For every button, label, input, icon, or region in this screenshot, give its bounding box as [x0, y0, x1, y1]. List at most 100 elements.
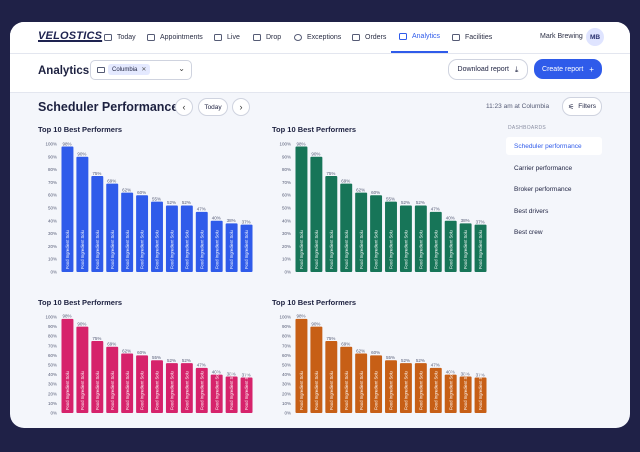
bar[interactable]: [370, 355, 383, 413]
bar[interactable]: [370, 195, 383, 272]
next-day-button[interactable]: ›: [232, 98, 250, 116]
bar[interactable]: [399, 363, 412, 413]
bar[interactable]: [180, 205, 193, 272]
bar[interactable]: [444, 220, 457, 272]
y-tick-label: 60%: [48, 193, 57, 198]
nav-item-exceptions[interactable]: Exceptions: [294, 22, 341, 53]
bar-category-label: Food Ingredient Solu: [299, 229, 304, 269]
avatar[interactable]: MB: [586, 28, 604, 46]
bar[interactable]: [195, 211, 208, 272]
bar-value-label: 55%: [386, 196, 395, 201]
bar[interactable]: [136, 355, 149, 413]
create-report-label: Create report: [542, 65, 584, 73]
bar[interactable]: [295, 318, 308, 413]
y-tick-label: 100%: [45, 315, 57, 320]
bar[interactable]: [151, 201, 163, 272]
dashboard-item-best-drivers[interactable]: Best drivers: [514, 207, 549, 215]
filters-button[interactable]: ⚟ Filters: [562, 97, 602, 116]
bar[interactable]: [310, 156, 323, 272]
velostics-logo[interactable]: VELOSTICS: [38, 30, 103, 42]
bar[interactable]: [355, 353, 368, 413]
bar[interactable]: [385, 201, 397, 272]
bar[interactable]: [340, 346, 353, 413]
bar[interactable]: [151, 360, 163, 413]
bar[interactable]: [429, 211, 442, 272]
bar[interactable]: [474, 224, 487, 272]
nav-item-appointments[interactable]: Appointments: [147, 22, 203, 53]
bar-category-label: Food Ingredient Solu: [314, 229, 319, 269]
bar[interactable]: [61, 146, 74, 272]
bar-value-label: 69%: [107, 342, 116, 347]
bar-category-label: Food Ingredient Solu: [214, 370, 219, 410]
bar[interactable]: [121, 353, 134, 413]
bar[interactable]: [399, 205, 412, 272]
bar-value-label: 47%: [431, 363, 440, 368]
bar[interactable]: [310, 326, 323, 413]
nav-item-live[interactable]: Live: [214, 22, 240, 53]
bar[interactable]: [385, 360, 397, 413]
section-title: Scheduler Performance: [38, 100, 179, 114]
nav-item-today[interactable]: Today: [104, 22, 136, 53]
y-tick-label: 70%: [48, 180, 57, 185]
bar[interactable]: [325, 176, 338, 272]
chevron-down-icon[interactable]: ⌄: [178, 64, 185, 73]
bar[interactable]: [459, 376, 472, 413]
bar[interactable]: [474, 377, 487, 413]
bar[interactable]: [429, 367, 442, 413]
bar[interactable]: [225, 376, 238, 413]
location-select[interactable]: Columbia ✕ ⌄: [90, 60, 192, 80]
bar[interactable]: [325, 341, 338, 413]
bar[interactable]: [91, 176, 104, 272]
bar[interactable]: [106, 183, 119, 272]
bar[interactable]: [340, 183, 353, 272]
bar[interactable]: [295, 146, 308, 272]
bar[interactable]: [61, 318, 74, 413]
bar[interactable]: [459, 223, 472, 272]
bar[interactable]: [136, 195, 149, 272]
close-icon[interactable]: ✕: [141, 67, 147, 73]
bar[interactable]: [76, 156, 89, 272]
nav-item-label: Analytics: [412, 33, 441, 40]
bar[interactable]: [414, 363, 427, 413]
bar[interactable]: [240, 224, 253, 272]
bar[interactable]: [121, 192, 134, 272]
user-name[interactable]: Mark Brewing: [540, 33, 583, 40]
bar[interactable]: [414, 205, 427, 272]
nav-item-orders[interactable]: Orders: [352, 22, 386, 53]
bar[interactable]: [180, 363, 193, 413]
bar-value-label: 37%: [242, 372, 251, 377]
bar[interactable]: [106, 346, 119, 413]
dashboard-item-scheduler-performance[interactable]: Scheduler performance: [506, 137, 602, 155]
bar[interactable]: [210, 220, 223, 272]
bar[interactable]: [165, 205, 178, 272]
bar[interactable]: [91, 341, 104, 413]
bar-value-label: 37%: [476, 219, 485, 224]
nav-item-drop[interactable]: Drop: [253, 22, 281, 53]
bar-value-label: 75%: [326, 171, 335, 176]
bar-value-label: 52%: [182, 358, 191, 363]
bar-category-label: Food Ingredient Solu: [244, 370, 249, 410]
bar[interactable]: [225, 223, 238, 272]
dashboard-item-broker-performance[interactable]: Broker performance: [514, 185, 572, 193]
dashboard-item-best-crew[interactable]: Best crew: [514, 228, 543, 236]
orders-icon: [352, 34, 360, 41]
bar[interactable]: [165, 363, 178, 413]
bar-value-label: 52%: [401, 358, 410, 363]
download-report-button[interactable]: Download report ⤓: [448, 59, 528, 80]
nav-item-facilities[interactable]: Facilities: [452, 22, 492, 53]
page-title: Analytics: [38, 65, 90, 77]
bar[interactable]: [210, 374, 223, 413]
bar-value-label: 40%: [446, 369, 455, 374]
bar-value-label: 90%: [77, 321, 86, 326]
bar[interactable]: [444, 374, 457, 413]
previous-day-button[interactable]: ‹: [175, 98, 193, 116]
create-report-button[interactable]: Create report +: [534, 59, 602, 79]
bar[interactable]: [76, 326, 89, 413]
bar[interactable]: [355, 192, 368, 272]
bar[interactable]: [240, 377, 253, 413]
bar[interactable]: [195, 367, 208, 413]
bar-category-label: Food Ingredient Solu: [478, 229, 483, 269]
nav-item-analytics[interactable]: Analytics: [391, 22, 449, 53]
today-button[interactable]: Today: [198, 98, 228, 116]
dashboard-item-carrier-performance[interactable]: Carrier performance: [514, 164, 573, 172]
